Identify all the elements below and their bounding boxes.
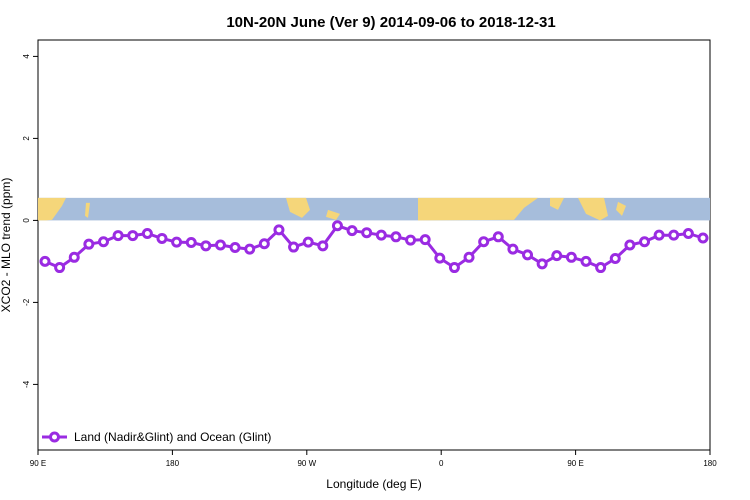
data-point [54,262,66,274]
chart-title: 10N-20N June (Ver 9) 2014-09-06 to 2018-… [226,14,555,31]
data-point [609,253,621,265]
data-point [185,237,197,249]
series-line [44,224,704,270]
data-point [171,236,183,248]
data-point [522,249,534,261]
y-axis-label: XCO2 - MLO trend (ppm) [0,178,13,313]
data-point [595,262,607,274]
data-point [317,240,329,252]
map-land-2 [85,202,90,218]
data-point [668,229,680,241]
data-point [39,255,51,267]
data-point [97,236,109,248]
y-tick-label: 0 [22,218,31,223]
data-point [405,234,417,246]
map-land-7 [550,197,564,210]
data-point [624,239,636,251]
data-point [653,229,665,241]
legend-entry-label: Land (Nadir&Glint) and Ocean (Glint) [74,430,271,444]
data-point [463,251,475,263]
data-point [112,230,124,242]
data-point [639,236,651,248]
data-point [565,251,577,263]
data-point [448,262,460,274]
data-point [419,234,431,246]
x-tick-label: 90 E [30,459,46,468]
y-tick-label: 2 [22,136,31,141]
data-point [127,230,139,242]
data-point [697,232,709,244]
data-point [346,225,358,237]
map-land-3 [286,197,310,218]
data-point [390,231,402,243]
x-tick-label: 0 [439,459,444,468]
map-land-5 [418,197,538,221]
data-point [507,243,519,255]
data-point [302,236,314,248]
map-land-1 [38,197,66,221]
data-point [536,258,548,270]
x-axis: 90 E 180 90 W 0 90 E 180 [30,450,717,468]
map-land-9 [616,201,626,216]
data-point [492,231,504,243]
data-point [682,228,694,240]
series-layer [39,220,709,274]
data-point [258,238,270,250]
data-point [478,236,490,248]
data-point [434,252,446,264]
data-point [83,238,95,250]
x-axis-label: Longitude (deg E) [326,477,421,491]
y-tick-label: -4 [22,380,31,388]
map-land-4 [326,209,340,220]
map-ocean-band [38,197,710,221]
data-point [375,229,387,241]
data-point [551,250,563,262]
y-tick-label: 4 [22,54,31,59]
y-tick-label: -2 [22,298,31,306]
data-point [273,224,285,236]
x-tick-label: 90 W [297,459,316,468]
data-point [200,240,212,252]
data-point [288,241,300,253]
world-map-strip [38,197,710,221]
x-tick-label: 180 [703,459,717,468]
data-point [68,251,80,263]
data-point [156,232,168,244]
plot-frame [37,39,711,451]
data-point [361,227,373,239]
data-point [331,220,343,232]
y-axis: -4 -2 0 2 4 [22,54,38,388]
data-point [141,228,153,240]
map-land-6 [478,201,508,210]
legend: Land (Nadir&Glint) and Ocean (Glint) [42,430,271,444]
x-tick-label: 90 E [567,459,583,468]
x-tick-label: 180 [166,459,180,468]
map-land-8 [578,197,608,221]
legend-point-marker [49,431,60,443]
data-point [229,241,241,253]
data-point [580,255,592,267]
data-point [244,243,256,255]
data-point [214,239,226,251]
